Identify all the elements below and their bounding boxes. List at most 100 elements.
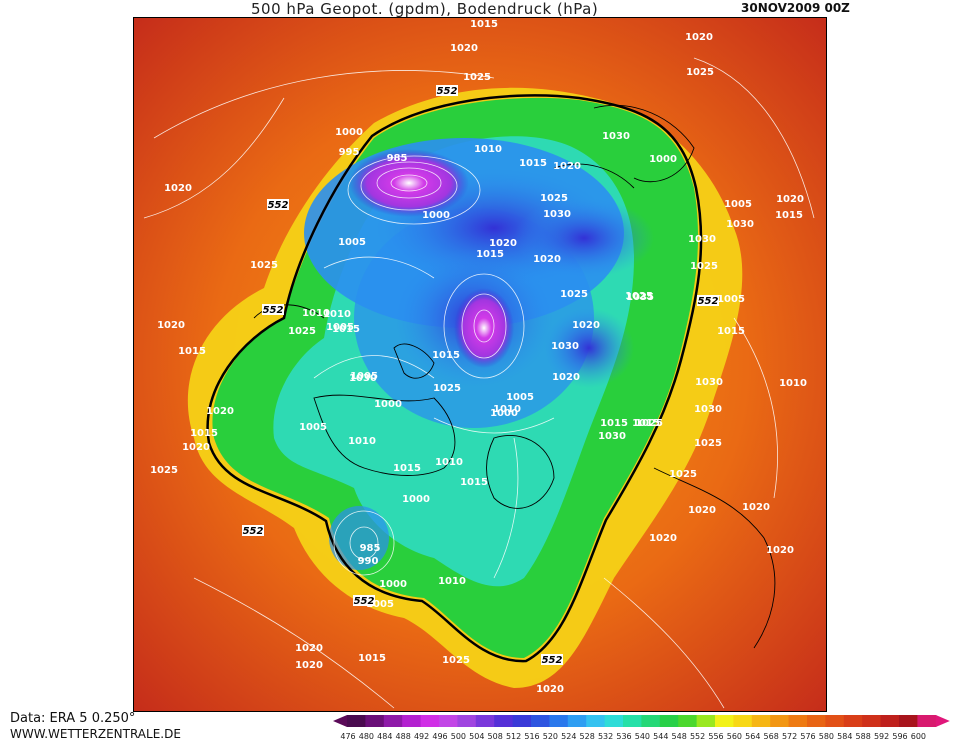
isobar-label: 1010 <box>348 436 376 447</box>
isobar-ring-5 <box>473 309 495 343</box>
isobar-label: 1020 <box>295 660 323 671</box>
isobar-ring-4 <box>347 155 481 225</box>
deep-blue-east <box>514 198 654 278</box>
legend-swatch <box>751 715 771 727</box>
legend-tick-label: 480 <box>359 732 374 741</box>
isobar-label: 1015 <box>519 158 547 169</box>
isobar-label: 1025 <box>686 67 714 78</box>
legend-tick-label: 600 <box>911 732 926 741</box>
isobar-label: 1005 <box>506 392 534 403</box>
isobar-label: 1015 <box>476 249 504 260</box>
pressure-labels: 1015102010251020102510301000995985101010… <box>150 19 807 695</box>
isobar-label: 1025 <box>560 289 588 300</box>
legend-swatch <box>420 715 440 727</box>
legend-tick-label: 596 <box>892 732 907 741</box>
isobar-label: 1000 <box>649 154 677 165</box>
legend-tick-label: 568 <box>764 732 779 741</box>
isobar-label: 1025 <box>669 469 697 480</box>
isobar-label: 1025 <box>288 326 316 337</box>
legend-tick-label: 584 <box>837 732 852 741</box>
legend-tick-label: 540 <box>635 732 650 741</box>
magenta-low-center <box>454 288 514 368</box>
legend-tick-label: 572 <box>782 732 797 741</box>
legend-swatch <box>383 715 403 727</box>
isobar-label: 1025 <box>250 260 278 271</box>
website-label: WWW.WETTERZENTRALE.DE <box>10 727 181 741</box>
coastline-europe <box>653 467 776 649</box>
isobar-label: 1020 <box>572 320 600 331</box>
legend-swatch <box>623 715 642 727</box>
isobar-label: 1005 <box>717 294 745 305</box>
isobar-label: 1000 <box>422 210 450 221</box>
isobar-label: 1015 <box>178 346 206 357</box>
coastline-alaska <box>253 304 325 319</box>
map-date: 30NOV2009 00Z <box>741 1 850 15</box>
isobar-label: 1020 <box>489 238 517 249</box>
isobar-label: 1020 <box>688 505 716 516</box>
contour-label: 552 <box>263 305 284 316</box>
isobar-label: 1035 <box>626 292 654 303</box>
isobar-label: 1020 <box>776 194 804 205</box>
isobar-label: 1000 <box>379 579 407 590</box>
geopotential-labels: 552 552 552 552 552 552 552 <box>242 85 719 666</box>
isobar-label: 1005 <box>299 422 327 433</box>
legend-swatch <box>439 715 458 727</box>
coastlines <box>253 104 776 649</box>
isobar-label: 1025 <box>150 465 178 476</box>
violet-low-east <box>544 308 634 388</box>
legend-swatch <box>586 715 606 727</box>
coastline-hudson <box>486 434 555 509</box>
legend-swatch <box>862 715 882 727</box>
isobar-label: 1015 <box>432 350 460 361</box>
legend-swatch <box>807 715 826 727</box>
isobar-label: 1015 <box>775 210 803 221</box>
legend-swatch <box>567 715 587 727</box>
data-source-label: Data: ERA 5 0.250° <box>10 711 136 726</box>
legend-swatch <box>347 715 366 727</box>
isobar-label: 1025 <box>540 193 568 204</box>
contour-label: 552 <box>354 596 375 607</box>
isobar-label: 1020 <box>206 406 234 417</box>
legend-tick-label: 552 <box>690 732 705 741</box>
legend-swatch <box>531 715 550 727</box>
contour-label-background <box>541 654 563 665</box>
isobar-label: 1020 <box>450 43 478 54</box>
legend-tick-label: 512 <box>506 732 521 741</box>
legend-tick-label: 516 <box>524 732 539 741</box>
isobar-label: 995 <box>339 147 360 158</box>
legend-swatch <box>475 715 495 727</box>
isobar-label: 1025 <box>625 291 653 302</box>
legend-swatch <box>604 715 624 727</box>
map-title: 500 hPa Geopot. (gpdm), Bodendruck (hPa) <box>251 0 599 18</box>
legend-tick-label: 484 <box>377 732 392 741</box>
legend-tick-label: 504 <box>469 732 484 741</box>
isobar-label: 1020 <box>742 502 770 513</box>
contour-label: 552 <box>437 86 458 97</box>
isobar-label: 1030 <box>694 404 722 415</box>
isobar-outer-4 <box>733 317 778 499</box>
isobar-label: 1020 <box>552 372 580 383</box>
coastline-scandinavia <box>593 104 695 183</box>
legend-swatch <box>899 715 918 727</box>
contour-552 <box>206 94 703 663</box>
legend-tick-label: 508 <box>488 732 503 741</box>
color-legend: 476 480 484 488 492 496 500 504 508 512 516 520 524 5… <box>333 713 959 741</box>
isobar-label: 1030 <box>543 209 571 220</box>
legend-arrow-right <box>935 715 950 727</box>
contour-label: 552 <box>542 655 563 666</box>
isobar-ring-1 <box>390 174 428 192</box>
isobar-label: 1000 <box>490 408 518 419</box>
isobar-label: 1020 <box>533 254 561 265</box>
isobar-label: 1030 <box>551 341 579 352</box>
legend-swatch <box>715 715 734 727</box>
isobar-label: 1020 <box>157 320 185 331</box>
isobar-label: 1030 <box>688 234 716 245</box>
isobar-label: 990 <box>358 556 379 567</box>
legend-tick-label: 492 <box>414 732 429 741</box>
isobar-label: 1005 <box>366 599 394 610</box>
isobar-outer-2 <box>143 97 285 219</box>
isobar-ring-9 <box>333 510 395 576</box>
coastline-siberia <box>553 163 635 189</box>
contour-label-background <box>436 85 458 96</box>
isobar-label: 1030 <box>695 377 723 388</box>
